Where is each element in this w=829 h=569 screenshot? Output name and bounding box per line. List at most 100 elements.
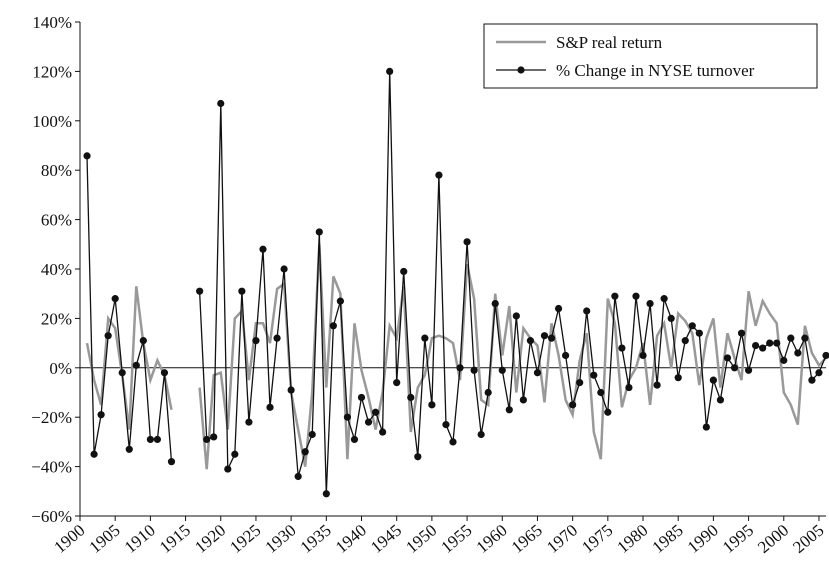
series-marker (146, 435, 154, 444)
series-marker (266, 403, 274, 411)
series-marker (379, 428, 387, 436)
series-marker (287, 386, 295, 394)
series-marker (773, 339, 781, 347)
x-tick-label: 1940 (332, 521, 370, 557)
series-marker (414, 453, 422, 461)
x-tick-label: 1960 (473, 521, 511, 557)
series-marker (470, 366, 478, 374)
series-marker (759, 344, 767, 352)
series-marker (583, 307, 591, 315)
x-tick-label: 1935 (297, 521, 335, 557)
y-tick-label: 60% (41, 211, 72, 230)
series-marker (618, 344, 626, 352)
series-marker (322, 490, 330, 498)
series-marker (702, 423, 710, 431)
series-marker (386, 67, 394, 75)
series-line (86, 71, 827, 494)
series-marker (196, 287, 204, 295)
x-tick-label: 1910 (121, 521, 159, 557)
series-marker (822, 351, 829, 360)
series-marker (547, 334, 556, 342)
x-tick-label: 1980 (613, 521, 651, 557)
legend: S&P real return % Change in NYSE turnover (483, 23, 818, 89)
series-marker (752, 341, 760, 350)
x-tick-label: 1915 (156, 521, 194, 557)
series-marker (393, 379, 401, 387)
series-marker (639, 351, 647, 360)
series-marker (505, 406, 513, 414)
x-tick-label: 1905 (86, 521, 124, 557)
series-marker (421, 334, 429, 342)
y-tick-label: 100% (32, 112, 72, 131)
series-marker (231, 450, 239, 458)
series-marker (83, 152, 91, 160)
y-tick-label: 120% (32, 62, 72, 81)
series-marker (681, 337, 689, 345)
x-tick-label: 1985 (649, 521, 687, 557)
series-marker (780, 356, 788, 364)
series-marker (611, 292, 619, 300)
series-marker (428, 401, 436, 409)
legend-label: S&P real return (556, 33, 663, 52)
series-marker (688, 322, 696, 330)
series-marker (646, 299, 654, 308)
y-tick-label: −40% (31, 458, 72, 477)
x-tick-label: 1990 (684, 521, 722, 557)
series-marker (97, 411, 105, 419)
series-marker (139, 337, 147, 345)
series-marker (224, 465, 232, 473)
series-marker (301, 448, 309, 456)
legend-label: % Change in NYSE turnover (556, 61, 755, 80)
x-tick-label: 1955 (437, 521, 475, 557)
series-marker (364, 418, 373, 426)
series-marker (153, 435, 162, 444)
series-marker (569, 401, 577, 409)
series-marker (590, 371, 598, 379)
series-marker (400, 267, 408, 276)
y-tick-label: 80% (41, 161, 72, 180)
series-marker (519, 396, 527, 404)
series-marker (498, 366, 506, 374)
series-marker (125, 445, 133, 453)
x-tick-label: 1925 (226, 521, 264, 557)
series-marker (695, 329, 703, 337)
x-tick-label: 1930 (261, 521, 299, 557)
series-marker (259, 245, 267, 253)
series-marker (723, 354, 732, 362)
series-marker (308, 430, 316, 439)
series-marker (667, 314, 675, 322)
series-marker (449, 438, 457, 446)
series-marker (343, 413, 352, 421)
series-marker (442, 421, 450, 429)
series-marker (660, 295, 668, 303)
series-marker (252, 337, 260, 345)
series-marker (808, 376, 816, 384)
x-tick-label: 2000 (754, 521, 792, 557)
x-tick-label: 1945 (367, 521, 405, 557)
series-marker (526, 337, 535, 345)
series-marker (730, 364, 739, 372)
series-marker (435, 171, 443, 179)
series-marker (737, 329, 746, 337)
series-marker (794, 349, 802, 357)
series-marker (245, 418, 253, 426)
y-tick-label: 40% (41, 260, 72, 279)
x-tick-label: 1950 (402, 521, 440, 557)
series-marker (576, 379, 584, 387)
series-marker (294, 472, 302, 481)
series-marker (217, 99, 225, 108)
series-marker (118, 369, 126, 377)
series-marker (801, 334, 809, 342)
series-marker (315, 228, 323, 236)
legend-box (483, 23, 818, 89)
series-marker (90, 450, 98, 458)
series-marker (132, 361, 140, 369)
series-marker (167, 458, 176, 466)
series-marker (716, 396, 725, 404)
legend-marker (517, 66, 525, 74)
series-marker (512, 312, 520, 320)
series-marker (815, 369, 823, 377)
series-marker (273, 334, 281, 342)
series-line (85, 244, 827, 470)
series-marker (597, 388, 605, 397)
